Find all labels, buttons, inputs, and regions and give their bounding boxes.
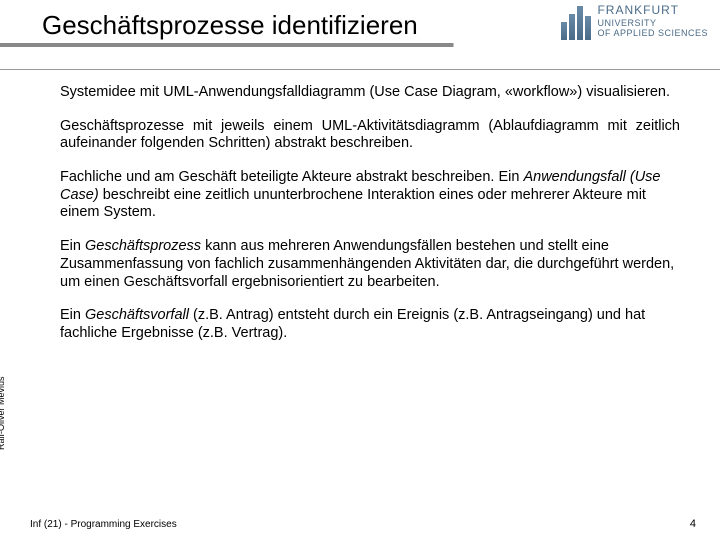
p4-text-a: Ein: [60, 238, 85, 254]
logo-bar: [585, 16, 591, 40]
paragraph-3: Fachliche und am Geschäft beteiligte Akt…: [60, 169, 680, 222]
paragraph-5: Ein Geschäftsvorfall (z.B. Antrag) entst…: [60, 307, 680, 342]
logo-bar: [569, 14, 575, 40]
page-number: 4: [690, 518, 696, 530]
slide-header: Geschäftsprozesse identifizieren FRANKFU…: [0, 0, 720, 70]
paragraph-2: Geschäftsprozesse mit jeweils einem UML-…: [60, 118, 680, 153]
logo-bar: [561, 22, 567, 40]
logo-bars-icon: [561, 2, 591, 40]
p5-text-a: Ein: [60, 307, 85, 323]
paragraph-4: Ein Geschäftsprozess kann aus mehreren A…: [60, 238, 680, 291]
p5-term: Geschäftsvorfall: [85, 307, 189, 323]
author-sideways: Ralf-Oliver Mevius: [0, 376, 6, 450]
p3-text-a: Fachliche und am Geschäft beteiligte Akt…: [60, 169, 523, 185]
university-logo: FRANKFURT UNIVERSITY OF APPLIED SCIENCES: [561, 2, 708, 40]
p3-text-c: beschreibt eine zeitlich ununterbrochene…: [60, 187, 646, 221]
paragraph-1: Systemidee mit UML-Anwendungsfalldiagram…: [60, 84, 680, 102]
slide-body: Systemidee mit UML-Anwendungsfalldiagram…: [0, 70, 720, 343]
header-rule: [0, 43, 720, 47]
logo-text: FRANKFURT UNIVERSITY OF APPLIED SCIENCES: [597, 4, 708, 38]
logo-line2: UNIVERSITY: [597, 18, 708, 28]
logo-line1: FRANKFURT: [597, 4, 708, 18]
logo-bar: [577, 6, 583, 40]
p4-term: Geschäftsprozess: [85, 238, 201, 254]
slide-footer: Inf (21) - Programming Exercises 4: [30, 518, 696, 530]
footer-left: Inf (21) - Programming Exercises: [30, 519, 177, 530]
logo-line3: OF APPLIED SCIENCES: [597, 28, 708, 38]
